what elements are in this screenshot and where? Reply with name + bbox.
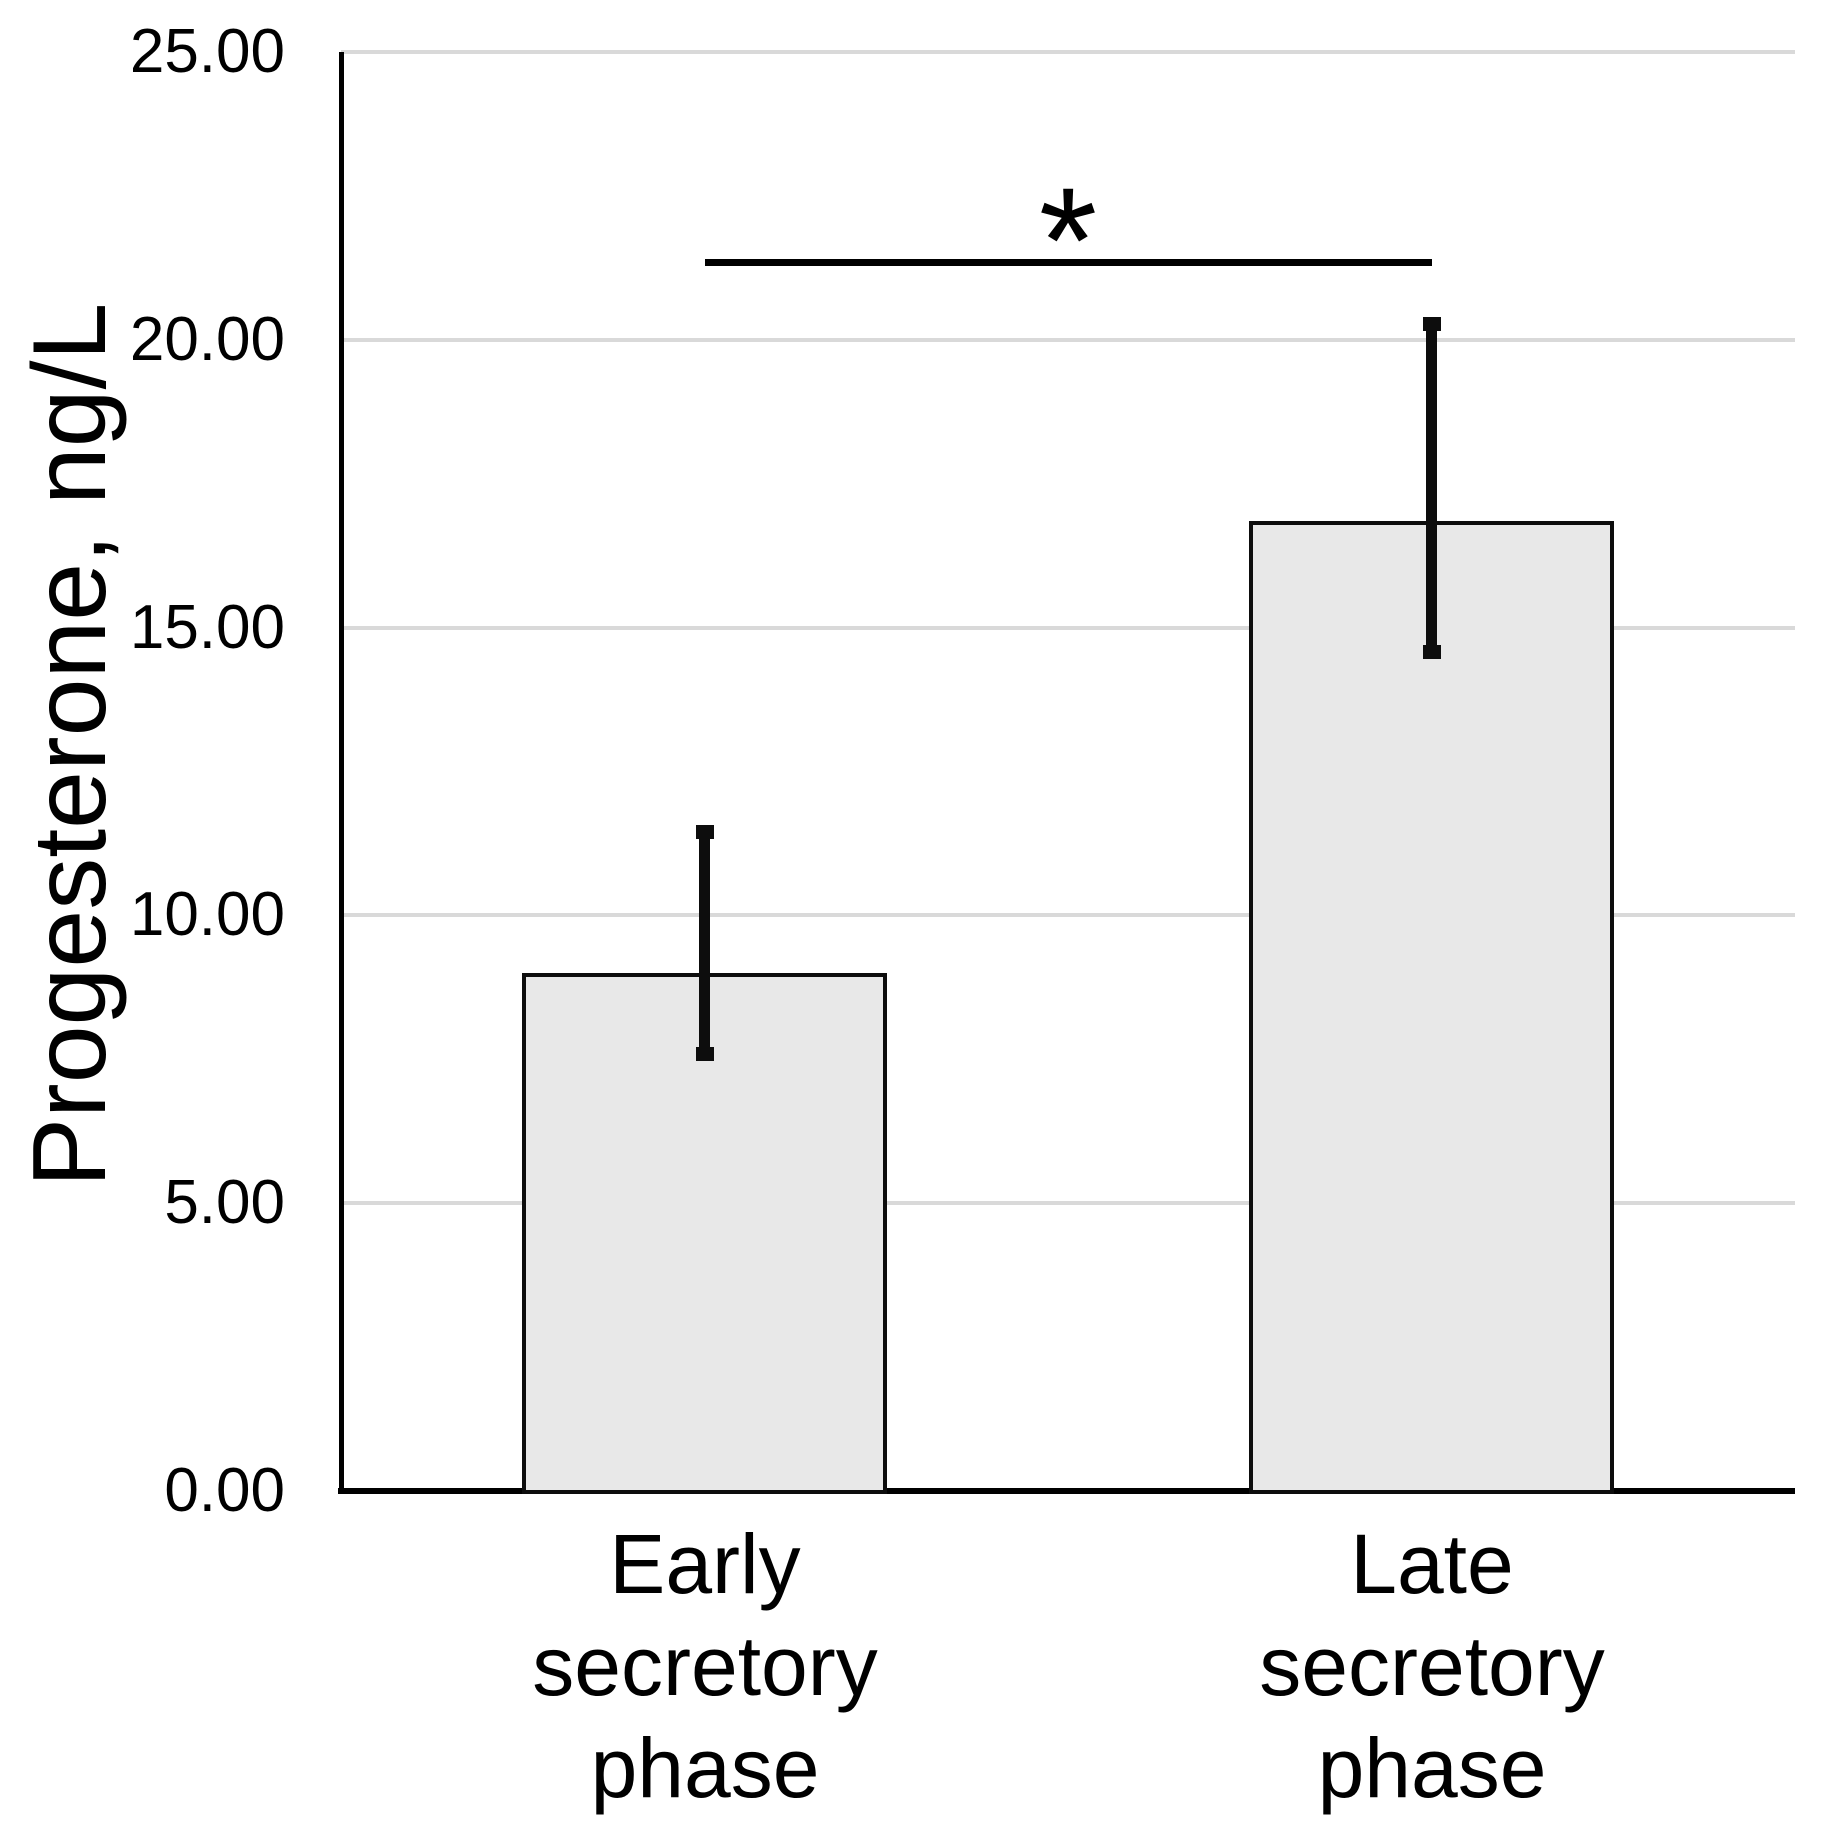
x-category-label-1: Late secretory phase <box>1132 1513 1732 1819</box>
error-bar-top-cap-1 <box>1423 317 1441 331</box>
x-category-label-line: phase <box>1317 1721 1547 1815</box>
x-category-label-line: secretory <box>1259 1619 1605 1713</box>
x-category-label-line: Late <box>1350 1517 1514 1611</box>
y-tick-label: 0.00 <box>164 1456 285 1525</box>
x-category-label-line: secretory <box>532 1619 878 1713</box>
error-bar-bottom-cap-0 <box>696 1047 714 1061</box>
x-category-label-0: Early secretory phase <box>405 1513 1005 1819</box>
y-tick-label: 25.00 <box>129 17 285 86</box>
significance-line <box>705 259 1432 266</box>
y-tick-label: 15.00 <box>129 593 285 662</box>
y-axis-line <box>339 52 344 1494</box>
significance-asterisk: * <box>1038 156 1098 324</box>
gridline-20 <box>341 338 1795 342</box>
y-tick-label: 20.00 <box>129 305 285 374</box>
gridline-15 <box>341 626 1795 630</box>
error-bar-1 <box>1426 324 1437 653</box>
gridline-5 <box>341 1201 1795 1205</box>
error-bar-bottom-cap-1 <box>1423 645 1441 659</box>
gridline-10 <box>341 913 1795 917</box>
gridline-25 <box>341 50 1795 54</box>
x-category-label-line: phase <box>590 1721 820 1815</box>
bar-1 <box>1249 521 1614 1494</box>
error-bar-0 <box>699 832 710 1054</box>
x-category-label-line: Early <box>609 1517 801 1611</box>
x-axis-line <box>338 1488 1795 1494</box>
y-tick-label: 10.00 <box>129 880 285 949</box>
error-bar-top-cap-0 <box>696 825 714 839</box>
y-tick-label: 5.00 <box>164 1168 285 1237</box>
y-axis-title: Progesterone, ng/L <box>12 302 128 1188</box>
